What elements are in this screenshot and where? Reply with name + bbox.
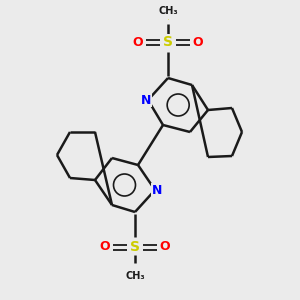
Text: O: O [133, 35, 143, 49]
Text: O: O [193, 35, 203, 49]
Text: S: S [163, 35, 173, 49]
Text: N: N [141, 94, 151, 106]
Text: CH₃: CH₃ [125, 271, 145, 281]
Text: CH₃: CH₃ [158, 6, 178, 16]
Text: S: S [130, 240, 140, 254]
Text: O: O [100, 241, 110, 254]
Text: N: N [152, 184, 162, 196]
Text: O: O [160, 241, 170, 254]
